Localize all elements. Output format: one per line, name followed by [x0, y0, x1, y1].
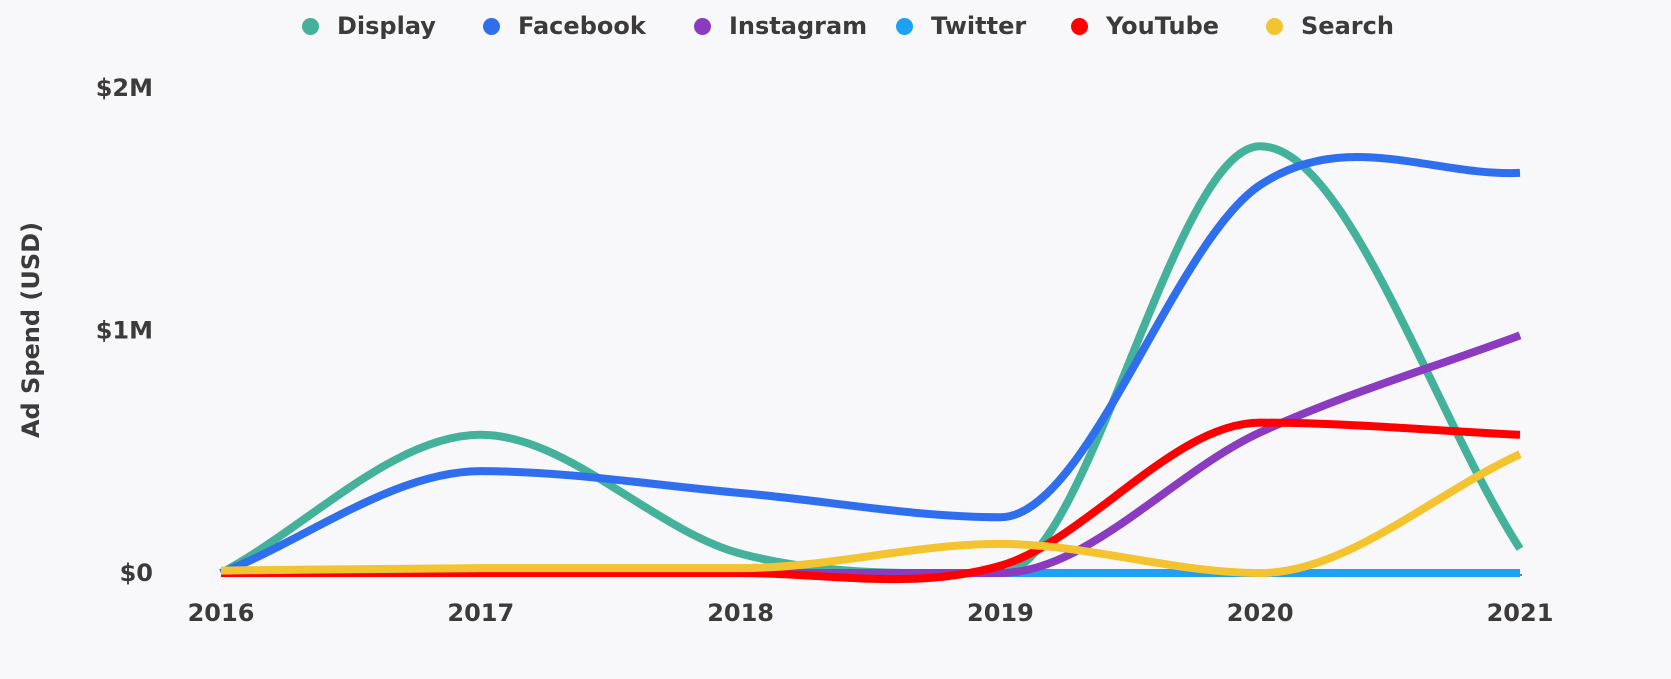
legend-item-youtube[interactable]: YouTube	[1071, 6, 1219, 46]
series-lines	[219, 142, 1524, 584]
legend-dot-twitter-icon	[896, 17, 913, 35]
x-tick-label: 2018	[707, 599, 774, 627]
legend-label: Search	[1301, 12, 1394, 40]
y-axis-label: Ad Spend (USD)	[17, 222, 45, 438]
series-line-facebook[interactable]	[219, 153, 1521, 577]
y-tick-label: $1M	[96, 317, 153, 345]
series-line-youtube[interactable]	[220, 418, 1521, 584]
chart-legend: Display Facebook Instagram Twitter YouTu…	[0, 6, 1671, 46]
legend-label: Facebook	[518, 12, 646, 40]
x-axis-ticks: 2016 2017 2018 2019 2020 2021	[188, 599, 1554, 627]
legend-dot-search-icon	[1266, 17, 1283, 35]
x-tick-label: 2020	[1227, 599, 1294, 627]
x-tick-label: 2016	[188, 599, 255, 627]
legend-item-instagram[interactable]: Instagram	[694, 6, 867, 46]
legend-item-search[interactable]: Search	[1266, 6, 1394, 46]
legend-label: Twitter	[931, 12, 1027, 40]
legend-item-facebook[interactable]: Facebook	[483, 6, 646, 46]
legend-label: Instagram	[729, 12, 868, 40]
x-tick-label: 2017	[447, 599, 514, 627]
y-tick-label: $0	[120, 559, 153, 587]
y-tick-label: $2M	[96, 74, 153, 102]
legend-dot-display-icon	[302, 17, 319, 35]
legend-dot-youtube-icon	[1071, 17, 1088, 35]
y-axis-ticks: $0 $1M $2M	[96, 74, 153, 587]
series-line-search[interactable]	[220, 450, 1522, 577]
legend-item-display[interactable]: Display	[302, 6, 436, 46]
legend-dot-facebook-icon	[483, 17, 500, 35]
legend-label: Display	[337, 12, 436, 40]
legend-label: YouTube	[1106, 12, 1220, 40]
legend-item-twitter[interactable]: Twitter	[896, 6, 1026, 46]
legend-dot-instagram-icon	[694, 17, 711, 35]
x-tick-label: 2021	[1487, 599, 1554, 627]
x-tick-label: 2019	[967, 599, 1034, 627]
